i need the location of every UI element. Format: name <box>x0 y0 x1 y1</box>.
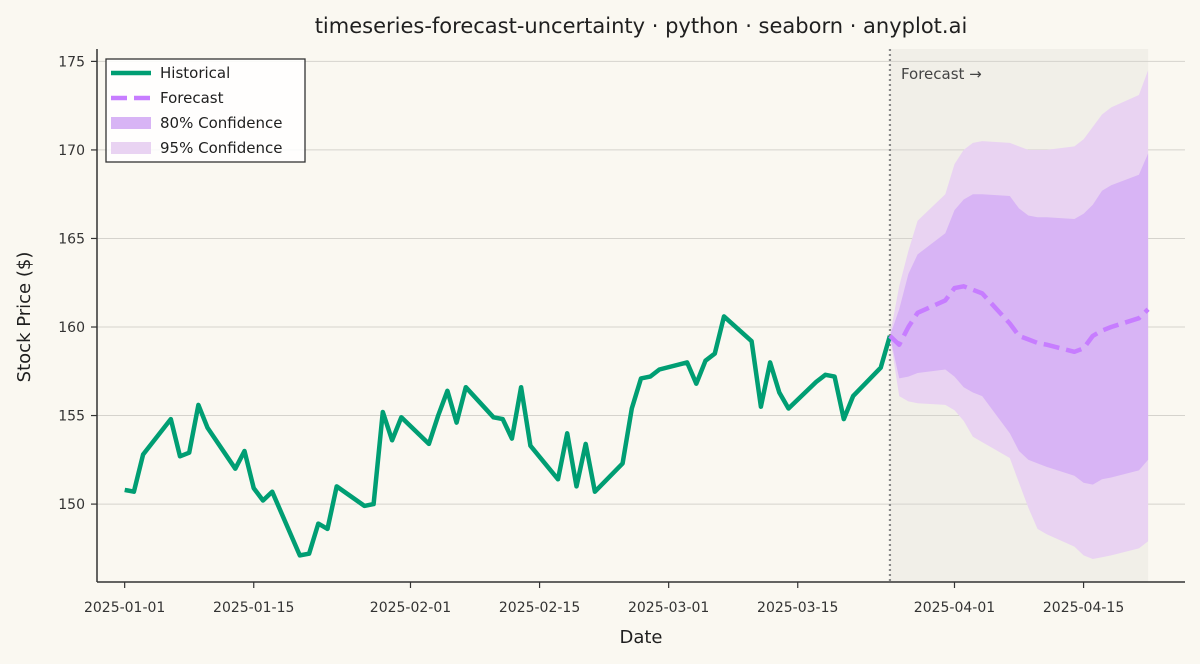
legend-label: 95% Confidence <box>160 139 282 157</box>
series-lines <box>124 284 1150 558</box>
legend-label: 80% Confidence <box>160 114 282 132</box>
chart-title: timeseries-forecast-uncertainty · python… <box>315 14 968 38</box>
forecast-annotation: Forecast → <box>901 65 982 83</box>
x-tick-label: 2025-03-01 <box>628 600 709 616</box>
historical-line <box>124 314 893 558</box>
axes <box>96 49 1185 583</box>
legend-label: Historical <box>160 64 230 82</box>
legend-swatch-band <box>111 142 151 154</box>
y-axis-label: Stock Price ($) <box>14 252 35 383</box>
y-tick-label: 170 <box>58 143 85 159</box>
y-tick-label: 165 <box>58 231 85 247</box>
forecast-line <box>888 284 1150 355</box>
y-tick-label: 175 <box>58 54 85 70</box>
x-tick-label: 2025-04-15 <box>1043 600 1124 616</box>
legend: Historical Forecast 80% Confidence 95% Conf… <box>105 58 306 163</box>
x-tick-label: 2025-01-01 <box>84 600 165 616</box>
x-tick-label: 2025-02-15 <box>499 600 580 616</box>
y-tick-label: 160 <box>58 320 85 336</box>
legend-swatch-band <box>111 117 151 129</box>
x-tick-label: 2025-01-15 <box>213 600 294 616</box>
legend-label: Forecast <box>160 89 224 107</box>
x-axis-label: Date <box>619 627 662 648</box>
x-tick-label: 2025-03-15 <box>757 600 838 616</box>
y-tick-label: 155 <box>58 409 85 425</box>
y-ticks: 150 155 160 165 170 175 <box>58 54 97 513</box>
x-tick-label: 2025-02-01 <box>370 600 451 616</box>
y-tick-label: 150 <box>58 497 85 513</box>
x-ticks: 2025-01-01 2025-01-15 2025-02-01 2025-02-15… <box>84 582 1124 616</box>
ci80-band <box>889 153 1149 485</box>
x-tick-label: 2025-04-01 <box>914 600 995 616</box>
confidence-bands <box>889 70 1149 559</box>
